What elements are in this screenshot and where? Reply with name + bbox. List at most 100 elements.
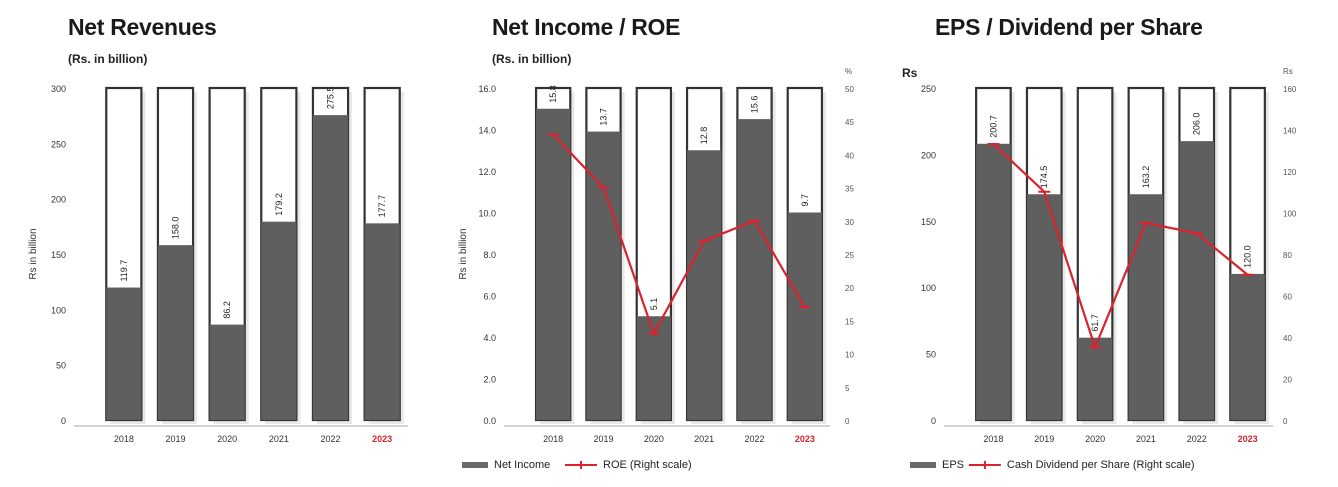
bar — [1230, 273, 1265, 420]
x-tick-label: 2019 — [593, 434, 613, 444]
chart-subtitle: Rs — [902, 66, 918, 80]
y2-tick-label: 0 — [845, 417, 850, 426]
legend-entry: Cash Dividend per Share (Right scale) — [1007, 459, 1195, 471]
legend-entry: ROE (Right scale) — [603, 459, 692, 471]
x-tick-label: 2023 — [372, 434, 392, 444]
y-tick-label: 100 — [51, 305, 66, 315]
bar — [586, 131, 621, 420]
data-label: 174.5 — [1039, 166, 1049, 189]
x-tick-label: 2021 — [269, 434, 289, 444]
y-tick-label: 50 — [56, 361, 66, 371]
data-label: 12.8 — [699, 127, 709, 145]
chart-title: Net Income / ROE — [492, 14, 681, 40]
y2-tick-label: 45 — [845, 118, 854, 127]
y-axis-label: Rs in billion — [28, 228, 39, 279]
bar — [312, 115, 349, 420]
x-tick-label: 2022 — [1187, 434, 1207, 444]
y-axis-label: Rs in billion — [458, 228, 469, 279]
y2-tick-label: 25 — [845, 251, 854, 260]
x-tick-label: 2019 — [165, 434, 185, 444]
y-tick-label: 14.0 — [478, 126, 496, 136]
data-label: 200.7 — [988, 115, 998, 138]
y-tick-label: 200 — [51, 195, 66, 205]
y2-tick-label: 0 — [1283, 417, 1288, 426]
eps-dividend-panel: EPS / Dividend per Share Rs 0 50 100 150 200… — [880, 0, 1338, 487]
data-label: 275.5 — [326, 87, 336, 110]
x-tick-label: 2018 — [114, 434, 134, 444]
y-tick-label: 16.0 — [478, 84, 496, 94]
data-label: 179.2 — [274, 193, 284, 216]
data-label: 120.0 — [1243, 245, 1253, 268]
y-tick-label: 50 — [926, 350, 936, 360]
y2-tick-label: 10 — [845, 351, 854, 360]
line-series — [552, 133, 806, 337]
data-label: 9.7 — [800, 194, 810, 207]
data-label: 86.2 — [222, 301, 232, 319]
y2-tick-label: 20 — [1283, 376, 1292, 385]
x-tick-label: 2023 — [1238, 434, 1258, 444]
y-tick-label: 6.0 — [483, 292, 496, 302]
x-tick-label: 2022 — [744, 434, 764, 444]
chart-title: Net Revenues — [68, 14, 217, 40]
y-tick-label: 250 — [51, 139, 66, 149]
eps-dividend-chart: 050100150200250200.72018174.5201961.7202… — [910, 67, 1297, 471]
data-label: 15.6 — [750, 96, 760, 114]
y2-tick-label: 50 — [845, 85, 854, 94]
y-tick-label: 10.0 — [478, 209, 496, 219]
y-tick-label: 300 — [51, 84, 66, 94]
y2-tick-label: 40 — [845, 151, 854, 160]
x-tick-label: 2022 — [320, 434, 340, 444]
y2-tick-label: 80 — [1283, 251, 1292, 260]
y2-tick-label: 35 — [845, 185, 854, 194]
bar — [687, 150, 722, 420]
data-label: 15.8 — [548, 85, 558, 103]
y2-tick-label: 5 — [845, 384, 850, 393]
y-tick-label: 4.0 — [483, 333, 496, 343]
y2-tick-label: 120 — [1283, 168, 1297, 177]
y-tick-label: 150 — [921, 217, 936, 227]
bar — [1077, 337, 1113, 420]
data-label: 177.7 — [377, 195, 387, 218]
y-tick-label: 250 — [921, 84, 936, 94]
bar — [787, 212, 822, 420]
x-tick-label: 2019 — [1034, 434, 1054, 444]
x-tick-label: 2020 — [217, 434, 237, 444]
chart-subtitle: (Rs. in billion) — [68, 52, 148, 66]
y-tick-label: 100 — [921, 283, 936, 293]
x-tick-label: 2020 — [1085, 434, 1105, 444]
legend-swatch-bar — [910, 462, 936, 468]
net-income-roe-chart: 0.0 2.0 4.0 6.0 8.0 10.0 12.0 14.0 16.0 Rs in bil… — [458, 67, 854, 471]
data-label: 5.1 — [649, 298, 659, 311]
x-tick-label: 2018 — [543, 434, 563, 444]
y2-tick-label: 30 — [845, 218, 854, 227]
y-tick-label: 0 — [931, 416, 936, 426]
bar — [261, 221, 297, 420]
bar — [1179, 141, 1215, 420]
net-revenues-chart: 0 50 100 150 200 250 300 Rs in billion 119.7 2018… — [28, 84, 408, 444]
data-label: 61.7 — [1090, 314, 1100, 332]
y2-axis-label: % — [845, 67, 852, 76]
x-tick-label: 2021 — [694, 434, 714, 444]
chart-subtitle: (Rs. in billion) — [492, 52, 572, 66]
y2-tick-label: 160 — [1283, 85, 1297, 94]
bar — [1128, 194, 1164, 420]
x-tick-label: 2021 — [1136, 434, 1156, 444]
y2-tick-label: 20 — [845, 284, 854, 293]
y2-tick-label: 140 — [1283, 127, 1297, 136]
y-tick-label: 2.0 — [483, 375, 496, 385]
y-tick-label: 0 — [61, 416, 66, 426]
bar — [737, 119, 772, 420]
data-label: 163.2 — [1141, 166, 1151, 189]
bar — [157, 245, 194, 420]
bar — [106, 287, 142, 420]
legend-entry: EPS — [942, 459, 964, 471]
y-tick-label: 8.0 — [483, 250, 496, 260]
y2-tick-label: 40 — [1283, 334, 1292, 343]
bar — [976, 143, 1011, 420]
y2-tick-label: 15 — [845, 317, 854, 326]
bar — [209, 324, 245, 420]
y2-tick-label: 100 — [1283, 210, 1297, 219]
bar — [364, 223, 400, 420]
y2-axis-label: Rs — [1283, 67, 1293, 76]
net-revenues-panel: Net Revenues (Rs. in billion) 0 50 100 150 2… — [0, 0, 440, 487]
